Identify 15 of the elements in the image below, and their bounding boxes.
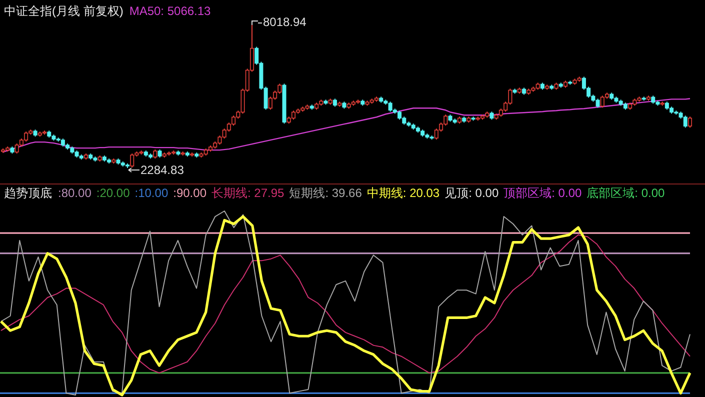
text: :80.00 xyxy=(58,186,92,200)
text: MA50: 5066.13 xyxy=(129,4,212,18)
text: :10.00 xyxy=(134,186,168,200)
text: 长期线: 27.95 xyxy=(212,186,285,200)
text: 中期线: 20.03 xyxy=(366,186,440,200)
text: :20.00 xyxy=(96,186,130,200)
text: 底部区域: 0.00 xyxy=(586,186,666,200)
text: 顶部区域: 0.00 xyxy=(504,186,582,200)
text: :90.00 xyxy=(173,186,207,200)
annotation: 2284.83 xyxy=(140,163,184,177)
text: 见顶: 0.00 xyxy=(444,186,499,200)
chart-title: 中证全指(月线 前复权) xyxy=(4,4,124,18)
text: 短期线: 39.66 xyxy=(289,186,362,200)
annotation: 8018.94 xyxy=(262,15,307,29)
chart-title: 趋势顶底 xyxy=(4,186,52,200)
